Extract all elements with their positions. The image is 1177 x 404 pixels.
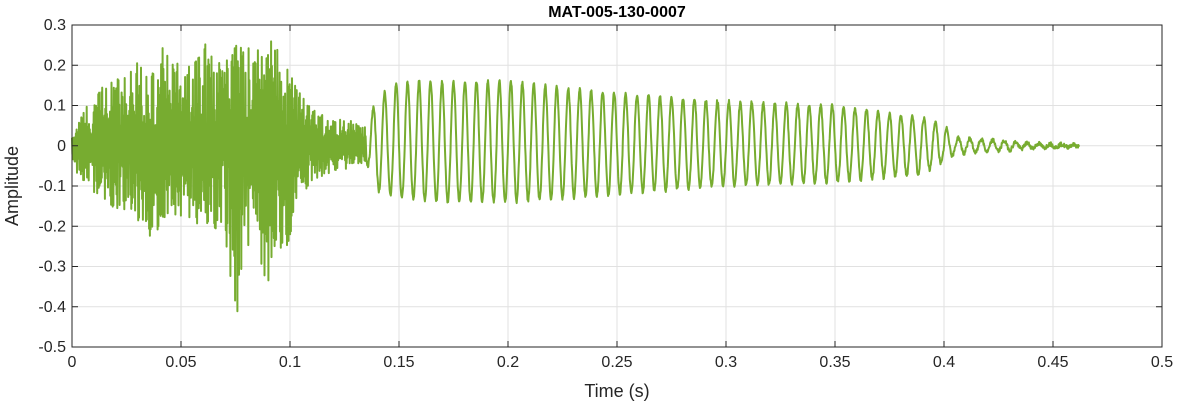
x-tick-label: 0.25	[601, 354, 632, 371]
y-tick-label: -0.1	[38, 178, 66, 195]
data-series	[71, 40, 1081, 313]
x-axis-ticks: 0 0.05 0.1 0.15 0.2 0.25 0.3 0.35 0.4 0.45 0.5	[68, 25, 1173, 371]
x-tick-label: 0.4	[933, 354, 955, 371]
x-tick-label: 0.1	[279, 354, 301, 371]
y-tick-label: -0.5	[38, 339, 66, 356]
chart-title: MAT-005-130-0007	[548, 4, 686, 21]
x-tick-label: 0.05	[165, 354, 196, 371]
y-tick-label: -0.3	[38, 259, 66, 276]
y-tick-label: 0.3	[44, 17, 66, 34]
y-tick-label: 0.1	[44, 98, 66, 115]
x-tick-label: 0.5	[1151, 354, 1173, 371]
x-tick-label: 0.35	[819, 354, 850, 371]
y-tick-label: 0	[57, 138, 66, 155]
x-tick-label: 0.15	[383, 354, 414, 371]
x-tick-label: 0.2	[497, 354, 519, 371]
y-tick-label: 0.2	[44, 57, 66, 74]
x-tick-label: 0	[68, 354, 77, 371]
y-axis-label: Amplitude	[2, 146, 22, 226]
x-tick-label: 0.45	[1037, 354, 1068, 371]
waveform-line	[71, 40, 1081, 313]
y-tick-label: -0.4	[38, 299, 66, 316]
x-tick-label: 0.3	[715, 354, 737, 371]
y-tick-label: -0.2	[38, 218, 66, 235]
y-axis-ticks: -0.5 -0.4 -0.3 -0.2 -0.1 0 0.1 0.2 0.3	[38, 17, 1162, 356]
x-axis-label: Time (s)	[584, 381, 649, 401]
